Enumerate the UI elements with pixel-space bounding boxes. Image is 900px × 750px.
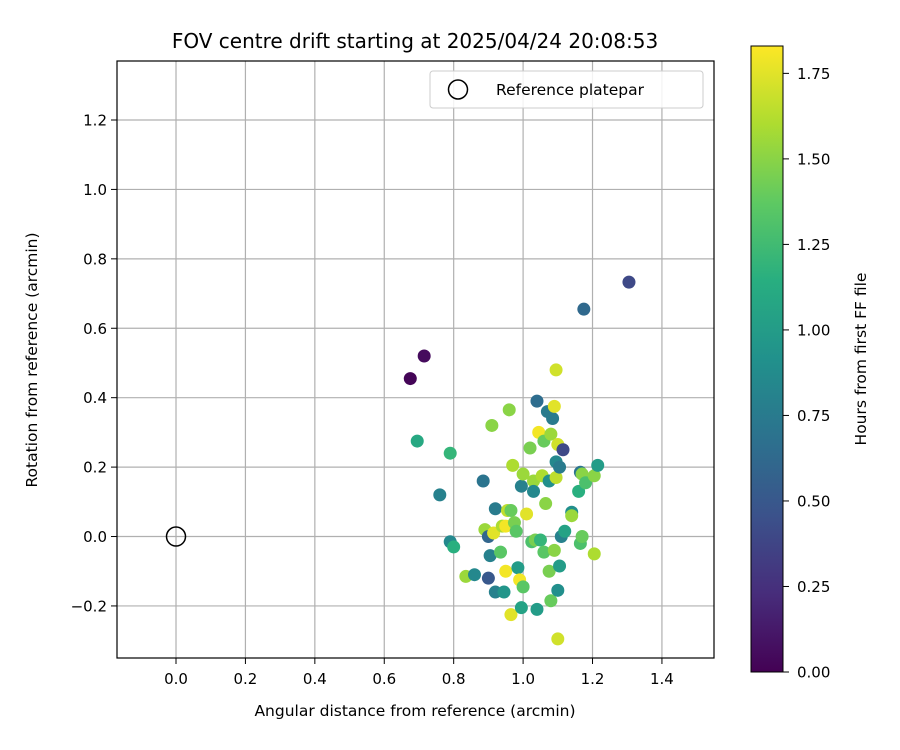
scatter-point — [591, 458, 605, 472]
colorbar-tick-label: 1.75 — [797, 65, 830, 83]
scatter-point — [587, 469, 601, 483]
colorbar-tick-label: 0.25 — [797, 578, 830, 596]
chart-title: FOV centre drift starting at 2025/04/24 … — [172, 29, 658, 53]
scatter-point — [530, 602, 544, 616]
scatter-point — [551, 583, 565, 597]
colorbar-tick-label: 0.00 — [797, 664, 830, 682]
scatter-point — [497, 585, 511, 599]
scatter-point — [481, 571, 495, 585]
scatter-point — [511, 561, 525, 575]
legend-box — [429, 70, 704, 109]
colorbar-label: Hours from first FF file — [852, 273, 870, 446]
scatter-point — [547, 543, 561, 557]
x-tick-label: 1.4 — [650, 670, 674, 688]
scatter-point — [544, 594, 558, 608]
scatter-point — [410, 434, 424, 448]
legend-marker-icon — [447, 79, 469, 100]
scatter-point — [549, 471, 563, 485]
scatter-point — [587, 547, 601, 561]
scatter-point — [417, 349, 431, 363]
scatter-point — [527, 484, 541, 498]
y-axis-label: Rotation from reference (arcmin) — [23, 232, 41, 487]
grid-lines — [117, 61, 714, 658]
reference-platepar-marker — [165, 526, 187, 547]
scatter-point — [572, 484, 586, 498]
scatter-point — [542, 564, 556, 578]
scatter-point — [565, 509, 579, 523]
colorbar-tick-label: 1.00 — [797, 321, 830, 339]
x-tick-label: 1.2 — [581, 670, 605, 688]
scatter-point — [577, 302, 591, 316]
y-tick-label: 1.0 — [83, 181, 107, 199]
scatter-point — [546, 412, 560, 426]
scatter-point — [553, 559, 567, 573]
x-tick-label: 0.2 — [233, 670, 257, 688]
y-tick-label: 1.2 — [83, 112, 107, 130]
scatter-point — [488, 502, 502, 516]
colorbar-tick-label: 0.50 — [797, 492, 830, 510]
x-tick-label: 0.4 — [303, 670, 327, 688]
colorbar-tick-label: 0.75 — [797, 407, 830, 425]
scatter-point — [556, 443, 570, 457]
scatter-point — [547, 399, 561, 413]
scatter-point — [579, 476, 593, 490]
x-axis-label: Angular distance from reference (arcmin) — [254, 702, 575, 720]
scatter-point — [502, 403, 516, 417]
scatter-point — [487, 526, 501, 540]
legend: Reference platepar — [429, 70, 704, 109]
y-tick-label: −0.2 — [71, 597, 107, 615]
y-tick-label: 0.8 — [83, 250, 107, 268]
plot-frame — [116, 60, 715, 659]
scatter-point — [622, 275, 636, 289]
scatter-point — [443, 446, 457, 460]
scatter-point — [516, 580, 530, 594]
scatter-point — [504, 503, 518, 517]
y-tick-label: 0.0 — [83, 528, 107, 546]
scatter-point — [516, 467, 530, 481]
scatter-point — [553, 460, 567, 474]
axis-ticks: 0.0 0.2 0.4 0.6 0.8 1.0 1.2 1.4 −0.2 0.0 0.2 0.4 0.6… — [71, 112, 674, 688]
scatter-point — [575, 530, 589, 544]
colorbar-ticks: 0.00 0.25 0.50 0.75 1.00 1.25 1.50 1.75 — [783, 65, 830, 682]
x-tick-label: 1.0 — [511, 670, 535, 688]
scatter-point — [509, 524, 523, 538]
scatter-point — [499, 564, 513, 578]
colorbar-tick-label: 1.25 — [797, 236, 830, 254]
scatter-point — [551, 632, 565, 646]
scatter-point — [504, 608, 518, 622]
scatter-point — [447, 540, 461, 554]
scatter-point — [530, 394, 544, 408]
scatter-point — [523, 441, 537, 455]
scatter-point — [558, 524, 572, 538]
scatter-point — [483, 549, 497, 563]
y-tick-label: 0.6 — [83, 320, 107, 338]
scatter-point — [403, 372, 417, 386]
scatter-point — [533, 533, 547, 547]
scatter-points — [403, 275, 636, 646]
x-tick-label: 0.0 — [164, 670, 188, 688]
scatter-point — [537, 545, 551, 559]
scatter-point — [494, 545, 508, 559]
x-tick-label: 0.8 — [442, 670, 466, 688]
colorbar-tick-label: 1.50 — [797, 150, 830, 168]
scatter-point — [514, 479, 528, 493]
y-tick-label: 0.2 — [83, 459, 107, 477]
legend-label: Reference platepar — [496, 81, 645, 99]
scatter-point — [514, 601, 528, 615]
x-tick-label: 0.6 — [372, 670, 396, 688]
scatter-point — [539, 497, 553, 511]
scatter-point — [476, 474, 490, 488]
y-tick-label: 0.4 — [83, 389, 107, 407]
scatter-point — [468, 568, 482, 582]
scatter-point — [520, 507, 534, 521]
scatter-point — [549, 363, 563, 377]
scatter-point — [506, 458, 520, 472]
scatter-point — [544, 427, 558, 441]
scatter-point — [485, 418, 499, 432]
scatter-point — [433, 488, 447, 502]
colorbar — [750, 45, 784, 673]
